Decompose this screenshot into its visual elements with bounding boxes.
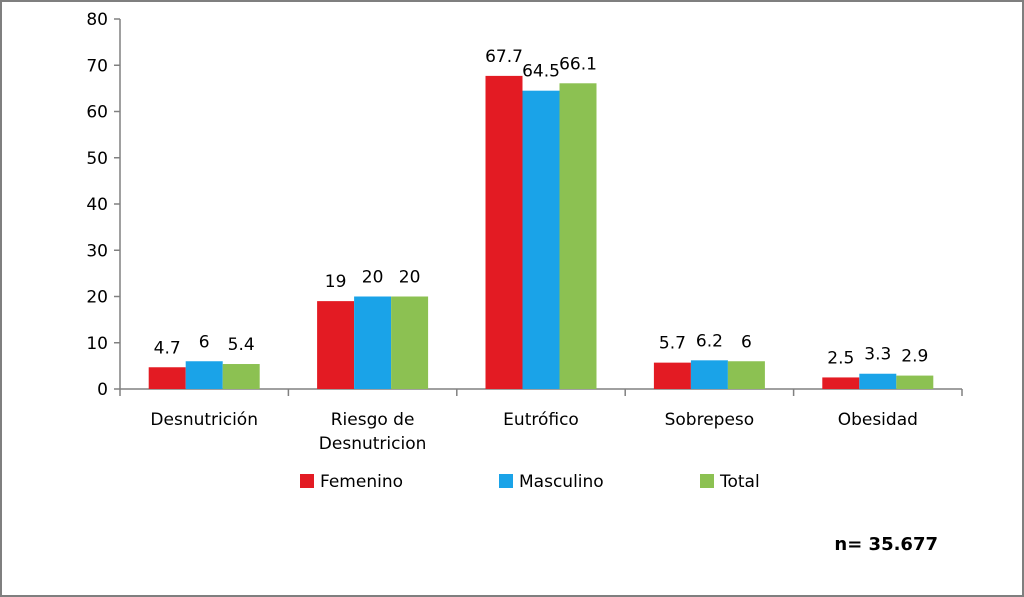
legend-label-femenino: Femenino: [320, 472, 403, 492]
data-label: 67.7: [485, 47, 523, 67]
data-label: 20: [362, 268, 384, 288]
bar-masculino-1: [354, 296, 392, 389]
category-labels: Desnutrición Riesgo de Desnutricion Eutrófi…: [150, 410, 917, 454]
sample-size-note: n= 35.677: [834, 534, 938, 555]
category-label: Desnutricion: [319, 434, 427, 454]
axes: 0 10 20 30 40 50 60 70 80: [86, 10, 963, 400]
bar-femenino-2: [485, 75, 523, 389]
data-label: 2.9: [901, 347, 928, 367]
legend-swatch-femenino: [300, 474, 314, 488]
data-label: 2.5: [827, 348, 854, 368]
y-tick-label: 50: [86, 149, 108, 169]
bar-total-4: [896, 375, 934, 389]
data-label: 3.3: [864, 345, 891, 365]
bar-total-3: [727, 361, 765, 389]
legend-label-total: Total: [719, 472, 760, 492]
bar-femenino-0: [148, 367, 186, 389]
data-labels: 4.7 6 5.4 19 20 20 67.764.5 66.1 5.7 6.2 6 2.5 3.3 2.…: [154, 47, 929, 369]
bar-femenino-3: [653, 362, 691, 389]
data-label: 19: [325, 272, 347, 292]
data-label: 6.2: [696, 331, 723, 351]
bar-femenino-1: [317, 301, 355, 389]
y-tick-label: 20: [86, 288, 108, 308]
data-label: 5.7: [659, 334, 686, 354]
legend-swatch-total: [700, 474, 714, 488]
legend-label-masculino: Masculino: [519, 472, 604, 492]
y-tick-label: 10: [86, 334, 108, 354]
y-tick-label: 60: [86, 103, 108, 123]
data-label: 5.4: [228, 335, 255, 355]
category-label: Sobrepeso: [665, 410, 755, 430]
bars: [148, 75, 934, 389]
bar-masculino-0: [185, 361, 223, 389]
bar-masculino-2: [522, 90, 560, 389]
category-label: Eutrófico: [503, 410, 579, 430]
category-label: Obesidad: [838, 410, 918, 430]
bar-masculino-3: [690, 360, 728, 389]
legend: Femenino Masculino Total: [300, 472, 760, 492]
y-tick-label: 0: [97, 380, 108, 400]
data-label: 6: [741, 332, 752, 352]
bar-masculino-4: [859, 373, 897, 389]
data-label: 4.7: [154, 338, 181, 358]
y-tick-label: 80: [86, 10, 108, 30]
bar-total-1: [391, 296, 429, 389]
data-label: 64.5: [522, 62, 560, 82]
legend-swatch-masculino: [499, 474, 513, 488]
data-label: 66.1: [559, 54, 597, 74]
y-tick-label: 30: [86, 241, 108, 261]
bar-total-0: [222, 364, 260, 389]
y-tick-label: 40: [86, 195, 108, 215]
data-label: 6: [199, 332, 210, 352]
data-label: 20: [399, 268, 421, 288]
bar-femenino-4: [822, 377, 860, 389]
category-label: Riesgo de: [331, 410, 415, 430]
bar-total-2: [559, 83, 597, 389]
y-tick-label: 70: [86, 56, 108, 76]
category-label: Desnutrición: [150, 410, 258, 430]
